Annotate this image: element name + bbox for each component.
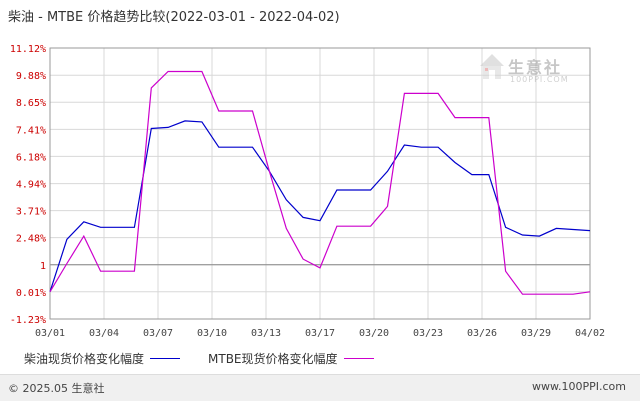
watermark-sub: 100PPI.COM	[510, 75, 569, 84]
y-tick-label: 1	[40, 261, 46, 272]
y-tick-label: 4.94%	[16, 180, 46, 191]
chart-title: 柴油 - MTBE 价格趋势比较(2022-03-01 - 2022-04-02…	[8, 10, 340, 25]
footer-copyright: © 2025.05 生意社	[8, 382, 105, 395]
x-tick-label: 03/23	[413, 328, 443, 339]
legend-label-diesel: 柴油现货价格变化幅度	[24, 352, 145, 366]
legend-label-mtbe: MTBE现货价格变化幅度	[208, 352, 338, 366]
x-tick-label: 03/10	[197, 328, 227, 339]
y-tick-label: 9.88%	[16, 71, 46, 82]
footer-bar: © 2025.05 生意社 www.100PPI.com	[0, 374, 640, 401]
legend-swatch-diesel	[150, 358, 181, 359]
watermark-name: 生意社	[508, 58, 563, 77]
y-tick-label: 6.18%	[16, 152, 46, 163]
series-line-mtbe	[49, 70, 591, 295]
x-tick-label: 03/04	[89, 328, 119, 339]
y-tick-label: 0.01%	[16, 288, 46, 299]
series-line-diesel	[49, 120, 591, 292]
x-tick-label: 03/20	[359, 328, 389, 339]
x-tick-label: 03/17	[305, 328, 335, 339]
y-tick-label: 11.12%	[10, 44, 46, 55]
x-tick-label: 04/02	[575, 328, 605, 339]
footer-url[interactable]: www.100PPI.com	[532, 380, 626, 393]
chart-legend: 柴油现货价格变化幅度 MTBE现货价格变化幅度	[24, 350, 402, 367]
legend-swatch-mtbe	[343, 358, 374, 359]
x-tick-label: 03/13	[251, 328, 281, 339]
y-tick-label: 7.41%	[16, 125, 46, 136]
x-tick-label: 03/07	[143, 328, 173, 339]
x-tick-label: 03/26	[467, 328, 497, 339]
y-tick-label: 3.71%	[16, 207, 46, 218]
y-tick-label: -1.23%	[10, 315, 46, 326]
y-tick-label: 8.65%	[16, 98, 46, 109]
house-icon	[480, 54, 504, 79]
price-trend-chart: 11.12% 9.88% 8.65% 7.41% 6.18% 4.94% 3.71% 2.48…	[10, 44, 605, 339]
watermark-logo: 生意社 100PPI.COM	[478, 52, 588, 92]
y-tick-label: 2.48%	[16, 234, 46, 245]
x-tick-label: 03/01	[35, 328, 65, 339]
legend-item-diesel: 柴油现货价格变化幅度	[24, 350, 181, 367]
x-tick-label: 03/29	[521, 328, 551, 339]
plot-border	[49, 47, 591, 320]
legend-item-mtbe: MTBE现货价格变化幅度	[208, 350, 374, 367]
